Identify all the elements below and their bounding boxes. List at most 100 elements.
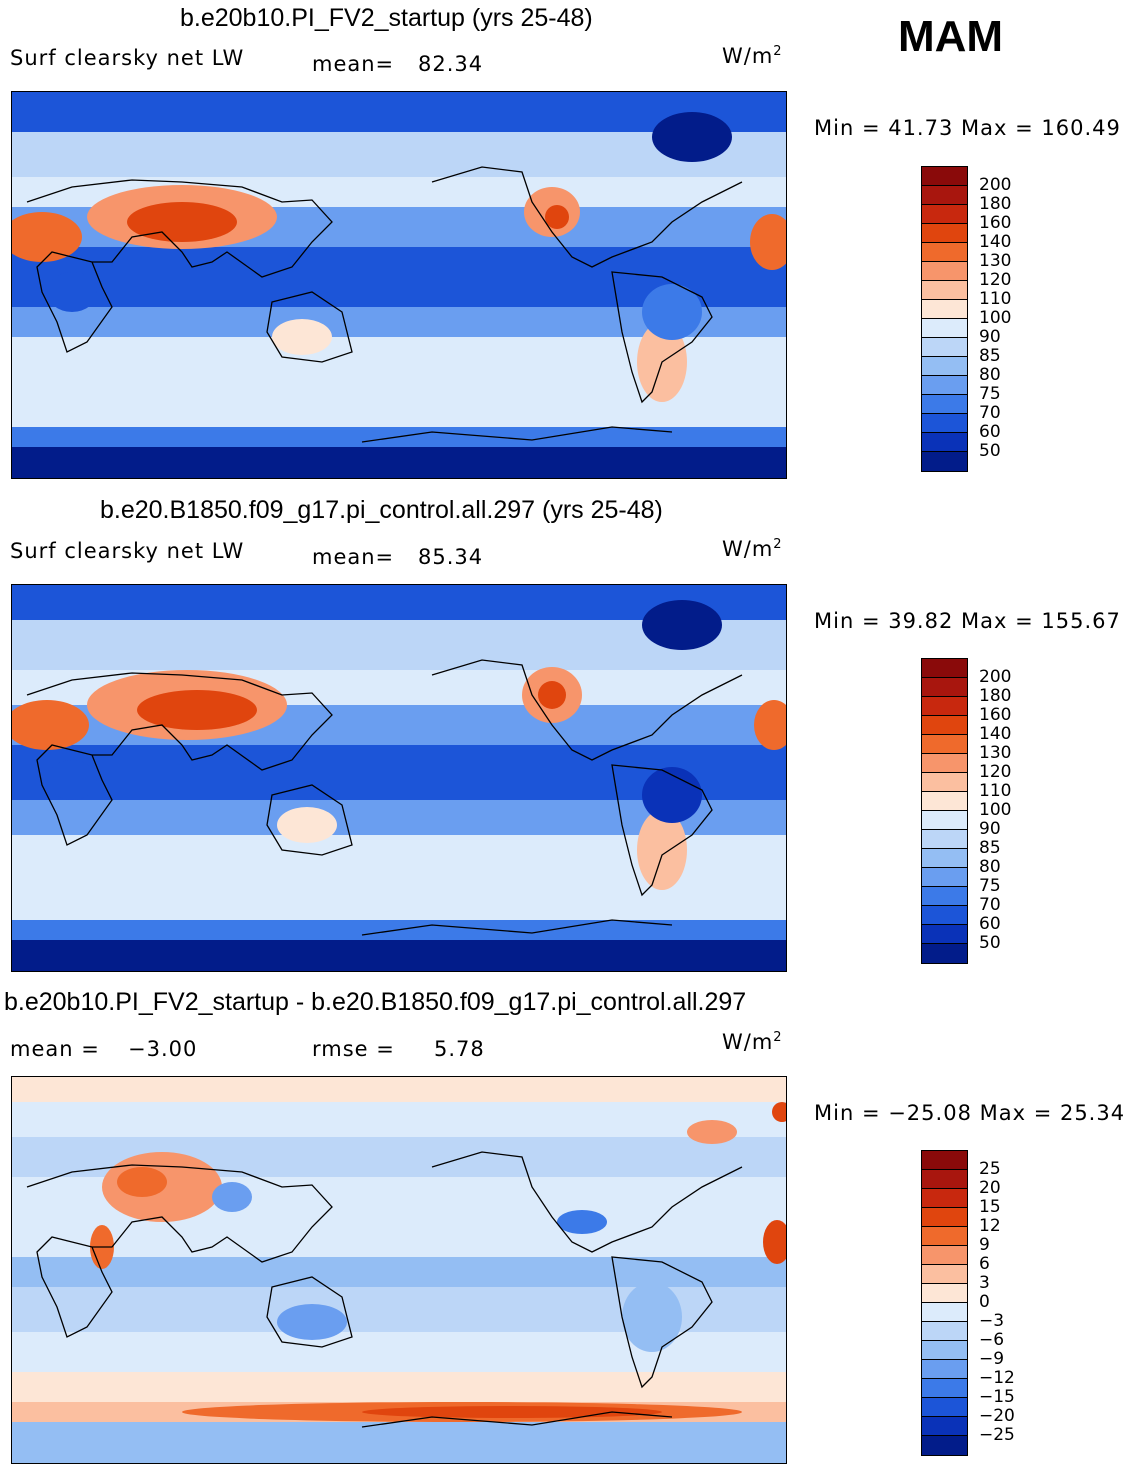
colorbar-label: 110 <box>979 781 1012 801</box>
panel-3-rmse-value: 5.78 <box>434 1037 485 1061</box>
colorbar-label: 9 <box>979 1235 990 1255</box>
panel-1-units: W/m2 <box>722 44 783 68</box>
panel-3-rmse-label: rmse = <box>312 1037 395 1061</box>
panel-3-colorbar <box>921 1150 968 1456</box>
colorbar-label: 12 <box>979 1216 1001 1236</box>
panel-3-colorbar-swatch <box>922 1360 967 1379</box>
colorbar-label: −15 <box>979 1387 1015 1407</box>
panel-1-colorbar-swatch <box>922 395 967 414</box>
panel-2-variable: Surf clearsky net LW <box>10 539 245 563</box>
panel-1-colorbar-swatch <box>922 414 967 433</box>
colorbar-label: 70 <box>979 403 1001 423</box>
panel-2-colorbar-swatch <box>922 678 967 697</box>
colorbar-label: 6 <box>979 1254 990 1274</box>
panel-3-colorbar-swatch <box>922 1379 967 1398</box>
panel-1-min-max: Min = 41.73 Max = 160.49 <box>814 116 1121 140</box>
panel-2-colorbar-swatch <box>922 659 967 678</box>
panel-3-units: W/m2 <box>722 1030 783 1054</box>
panel-2-colorbar-swatch <box>922 849 967 868</box>
panel-2-colorbar-swatch <box>922 716 967 735</box>
colorbar-label: 50 <box>979 933 1001 953</box>
panel-3-colorbar-swatch <box>922 1189 967 1208</box>
colorbar-label: 180 <box>979 194 1012 214</box>
panel-2-mean-value: 85.34 <box>418 545 484 569</box>
panel-3-colorbar-swatch <box>922 1265 967 1284</box>
panel-3-colorbar-labels: 25 20 15 12 9 6 3 0 −3 −6 −9 −12 −15 −20… <box>979 1160 1015 1445</box>
panel-1-colorbar-swatch <box>922 300 967 319</box>
panel-1-colorbar-swatch <box>922 243 967 262</box>
panel-2-colorbar-swatch <box>922 925 967 944</box>
panel-1-colorbar-swatch <box>922 167 967 186</box>
panel-2-colorbar-swatch <box>922 735 967 754</box>
panel-2-colorbar-swatch <box>922 792 967 811</box>
colorbar-label: 90 <box>979 819 1001 839</box>
panel-3-colorbar-swatch <box>922 1284 967 1303</box>
colorbar-label: 160 <box>979 705 1012 725</box>
colorbar-label: 200 <box>979 175 1012 195</box>
panel-2-colorbar <box>921 658 968 964</box>
panel-2-colorbar-swatch <box>922 754 967 773</box>
colorbar-label: 140 <box>979 724 1012 744</box>
panel-1-title: b.e20b10.PI_FV2_startup (yrs 25-48) <box>180 4 593 32</box>
colorbar-label: 200 <box>979 667 1012 687</box>
panel-1-map <box>11 91 787 479</box>
panel-3-colorbar-swatch <box>922 1246 967 1265</box>
panel-2-map <box>11 584 787 972</box>
panel-1-colorbar-swatch <box>922 338 967 357</box>
panel-3-colorbar-swatch <box>922 1417 967 1436</box>
panel-1-colorbar-swatch <box>922 376 967 395</box>
panel-3-title: b.e20b10.PI_FV2_startup - b.e20.B1850.f0… <box>4 988 747 1016</box>
panel-2-map-svg <box>12 585 786 971</box>
panel-3-colorbar-swatch <box>922 1341 967 1360</box>
colorbar-label: 60 <box>979 914 1001 934</box>
panel-3-map <box>11 1076 787 1464</box>
colorbar-label: 140 <box>979 232 1012 252</box>
panel-3-colorbar-swatch <box>922 1398 967 1417</box>
colorbar-label: 75 <box>979 876 1001 896</box>
panel-2-min-max: Min = 39.82 Max = 155.67 <box>814 609 1121 633</box>
colorbar-label: −6 <box>979 1330 1005 1350</box>
panel-2-colorbar-swatch <box>922 773 967 792</box>
colorbar-label: −20 <box>979 1406 1015 1426</box>
panel-1-colorbar <box>921 166 968 472</box>
colorbar-label: 80 <box>979 365 1001 385</box>
colorbar-label: 130 <box>979 251 1012 271</box>
colorbar-label: 15 <box>979 1197 1001 1217</box>
colorbar-label: 160 <box>979 213 1012 233</box>
panel-1-colorbar-labels: 200 180 160 140 130 120 110 100 90 85 80… <box>979 176 1011 461</box>
colorbar-label: 130 <box>979 743 1012 763</box>
panel-1-colorbar-swatch <box>922 262 967 281</box>
season-label: MAM <box>898 12 1004 61</box>
colorbar-label: 0 <box>979 1292 990 1312</box>
colorbar-label: 120 <box>979 270 1012 290</box>
panel-1-colorbar-swatch <box>922 205 967 224</box>
colorbar-label: 60 <box>979 422 1001 442</box>
panel-3-colorbar-swatch <box>922 1208 967 1227</box>
panel-3-colorbar-swatch <box>922 1227 967 1246</box>
panel-2-colorbar-labels: 200 180 160 140 130 120 110 100 90 85 80… <box>979 668 1011 953</box>
colorbar-label: 75 <box>979 384 1001 404</box>
colorbar-label: −9 <box>979 1349 1005 1369</box>
panel-2-units: W/m2 <box>722 537 783 561</box>
colorbar-label: 85 <box>979 346 1001 366</box>
colorbar-label: 80 <box>979 857 1001 877</box>
panel-1-colorbar-swatch <box>922 186 967 205</box>
panel-1-colorbar-swatch <box>922 224 967 243</box>
panel-2-title: b.e20.B1850.f09_g17.pi_control.all.297 (… <box>100 496 663 524</box>
panel-2-colorbar-swatch <box>922 830 967 849</box>
colorbar-label: −3 <box>979 1311 1005 1331</box>
panel-3-colorbar-swatch <box>922 1303 967 1322</box>
colorbar-label: 90 <box>979 327 1001 347</box>
panel-2-colorbar-swatch <box>922 906 967 925</box>
colorbar-label: 100 <box>979 308 1012 328</box>
panel-1-colorbar-swatch <box>922 452 967 471</box>
panel-1-colorbar-swatch <box>922 281 967 300</box>
colorbar-label: 25 <box>979 1159 1001 1179</box>
colorbar-label: 70 <box>979 895 1001 915</box>
panel-1-colorbar-swatch <box>922 357 967 376</box>
panel-3-colorbar-swatch <box>922 1322 967 1341</box>
colorbar-label: 180 <box>979 686 1012 706</box>
panel-3-min-max: Min = −25.08 Max = 25.34 <box>814 1101 1126 1125</box>
panel-3-colorbar-swatch <box>922 1436 967 1455</box>
panel-1-map-svg <box>12 92 786 478</box>
